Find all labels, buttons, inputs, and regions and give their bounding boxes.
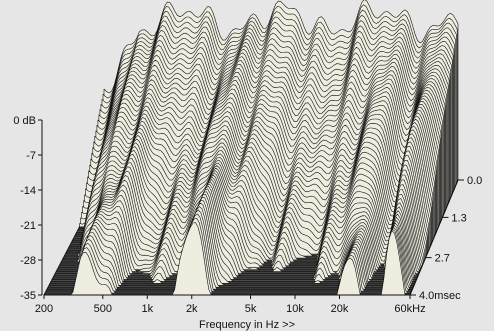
- z-tick-label: 4.0msec: [419, 290, 461, 302]
- z-axis-line: [409, 179, 459, 296]
- y-tick-label: -28: [20, 255, 36, 267]
- x-tick-label: 2k: [186, 303, 198, 315]
- x-tick-label: 5k: [245, 303, 257, 315]
- y-tick-label: -21: [20, 220, 36, 232]
- x-tick-label: 60kHz: [394, 303, 425, 315]
- x-tick-label: 1k: [141, 303, 153, 315]
- z-tick-label: 0.0: [467, 175, 482, 187]
- y-tick-label: 0 dB: [13, 115, 36, 127]
- waterfall-slices: [43, 0, 459, 296]
- x-tick-label: 200: [35, 303, 53, 315]
- x-tick-label: 500: [94, 303, 112, 315]
- waterfall-slice: [56, 181, 421, 270]
- y-tick-label: -7: [26, 150, 36, 162]
- x-tick-label: 20k: [331, 303, 349, 315]
- x-axis-title: Frequency in Hz >>: [199, 319, 295, 331]
- z-tick-label: 2.7: [435, 253, 450, 265]
- y-tick-label: -35: [20, 290, 36, 302]
- y-tick-label: -14: [20, 185, 36, 197]
- z-tick-label: 1.3: [451, 212, 466, 224]
- x-tick-label: 10k: [286, 303, 304, 315]
- waterfall-slice: [57, 179, 422, 268]
